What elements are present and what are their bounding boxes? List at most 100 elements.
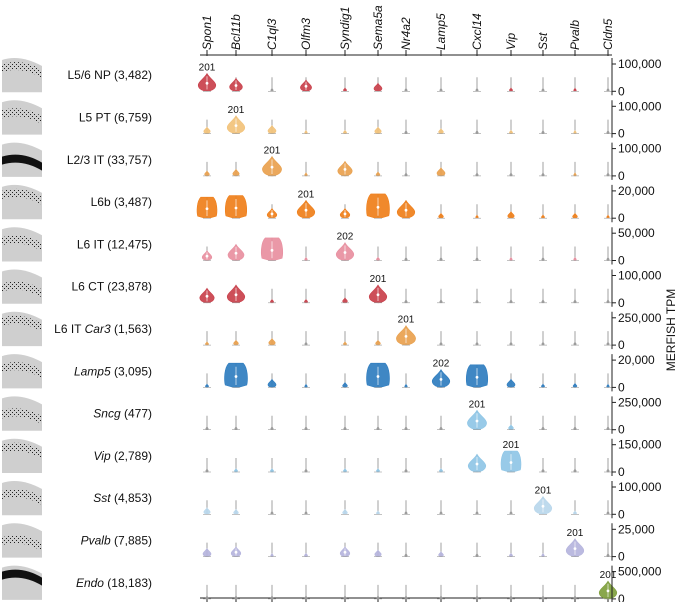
violin-cxcl14: [475, 299, 479, 304]
violin-lamp5: [439, 341, 443, 346]
y-tick-label: 100,000: [618, 269, 662, 283]
violin-cldn5: [606, 552, 610, 557]
violin-sst: [541, 172, 545, 177]
violin-vip: [509, 341, 513, 346]
row-label-name: Sst: [93, 491, 111, 505]
violin-c1ql3: [270, 468, 274, 473]
gene-label-vip: Vip: [504, 33, 518, 50]
violin-nr4a2: [404, 510, 408, 515]
violin-bcl11b: [234, 425, 238, 431]
cell-layer: [2, 188, 42, 205]
row-8: Sncg (477) 201: [93, 399, 612, 431]
violin-olfm3: [304, 256, 308, 261]
violin-cldn5: [606, 468, 610, 473]
cortex-thumbnail: [2, 396, 42, 431]
row-label-count: (23,878): [104, 280, 152, 294]
y-tick-label: 100,000: [618, 57, 662, 71]
violin-median-dot: [343, 550, 347, 554]
marker-label: 201: [370, 274, 387, 285]
cell-layer: [2, 154, 42, 171]
violin-median-dot: [343, 251, 347, 254]
violin-sst: [541, 552, 545, 557]
violin-syndig1: [343, 87, 347, 92]
violin-sema5a: [373, 82, 383, 92]
gene-label-nr4a2: Nr4a2: [399, 17, 413, 50]
violin-olfm3: [304, 510, 308, 515]
row-label-name: Lamp5: [74, 364, 111, 378]
marker-label: 201: [228, 105, 245, 116]
violin-pvalb: [572, 212, 578, 219]
row-label-name: L6b: [91, 195, 111, 209]
violin-olfm3: [304, 298, 308, 304]
violin-median-dot: [475, 419, 479, 423]
violin-median-dot: [439, 378, 443, 381]
violin-median-dot: [234, 206, 238, 210]
row-10: Sst (4,853) 201: [93, 486, 612, 515]
row-label: L6 CT (23,878): [72, 280, 153, 294]
row-label-count: (1,563): [111, 322, 152, 336]
violin-lamp5: [439, 256, 443, 261]
y-tick-label: 0: [618, 338, 625, 352]
row-label: Sst (4,853): [93, 491, 152, 505]
violin-cldn5: [606, 214, 610, 219]
violin-vip: [508, 424, 514, 431]
violin-spon1: [205, 341, 209, 346]
violin-olfm3: [304, 468, 308, 473]
violin-nr4a2: [404, 87, 408, 92]
marker-label: 201: [469, 399, 486, 410]
row-label: Pvalb (7,885): [81, 533, 152, 547]
violin-lamp5: [438, 212, 444, 219]
y-tick-label: 0: [618, 423, 625, 437]
violin-spon1: [203, 126, 211, 134]
violin-pvalb: [573, 425, 577, 431]
violin-cxcl14: [475, 552, 479, 557]
cortex-thumbnail: [2, 269, 42, 304]
violin-median-dot: [509, 461, 513, 464]
row-3: L6b (3,487) 201: [91, 189, 612, 219]
violin-median-dot: [304, 208, 308, 212]
violin-vip: [509, 552, 513, 557]
y-tick-label: 0: [618, 127, 625, 141]
y-tick-label: 25,000: [618, 522, 655, 536]
violin-olfm3: [304, 595, 308, 600]
y-tick-label: 250,000: [618, 311, 662, 325]
violin-pvalb: [573, 129, 577, 134]
violin-cldn5: [606, 383, 610, 388]
row-label-count: (477): [121, 407, 152, 421]
violin-olfm3: [304, 129, 308, 134]
row-1: L5 PT (6,759) 201: [79, 105, 612, 134]
violin-olfm3: [304, 552, 308, 557]
cortex-thumbnail: [2, 227, 42, 262]
cortex-thumbnail: [2, 438, 42, 473]
violin-pvalb: [573, 87, 577, 92]
row-4: L6 IT (12,475) 202: [77, 232, 612, 261]
violin-median-dot: [270, 212, 274, 216]
row-6: L6 IT Car3 (1,563) 201: [54, 315, 612, 346]
y-tick-label: 250,000: [618, 395, 662, 409]
row-5: L6 CT (23,878) 201: [72, 274, 612, 304]
axis-title: MERFISH TPM: [664, 289, 678, 371]
y-tick-label: 500,000: [618, 565, 662, 579]
violin-sema5a: [376, 468, 380, 473]
violin-median-dot: [475, 375, 479, 379]
y-tick-label: 0: [618, 211, 625, 225]
violin-nr4a2: [404, 256, 408, 261]
violin-pvalb: [573, 299, 577, 304]
violin-spon1: [203, 507, 211, 515]
violin-spon1: [205, 383, 209, 388]
cortex-thumbnail: [2, 523, 42, 558]
y-tick-label: 0: [618, 84, 625, 98]
violin-cldn5: [606, 256, 610, 261]
violin-pvalb: [573, 510, 577, 515]
marker-label: 201: [398, 315, 415, 326]
row-0: L5/6 NP (3,482) 201: [67, 63, 612, 92]
row-label-count: (2,789): [111, 449, 152, 463]
violin-pvalb: [573, 595, 577, 600]
y-tick-label: 0: [618, 169, 625, 183]
violin-sst: [541, 299, 545, 304]
cell-layer: [2, 362, 42, 379]
y-tick-label: 0: [618, 465, 625, 479]
cell-layer: [2, 489, 42, 505]
cell-layer: [2, 535, 42, 552]
violin-median-dot: [234, 293, 238, 297]
